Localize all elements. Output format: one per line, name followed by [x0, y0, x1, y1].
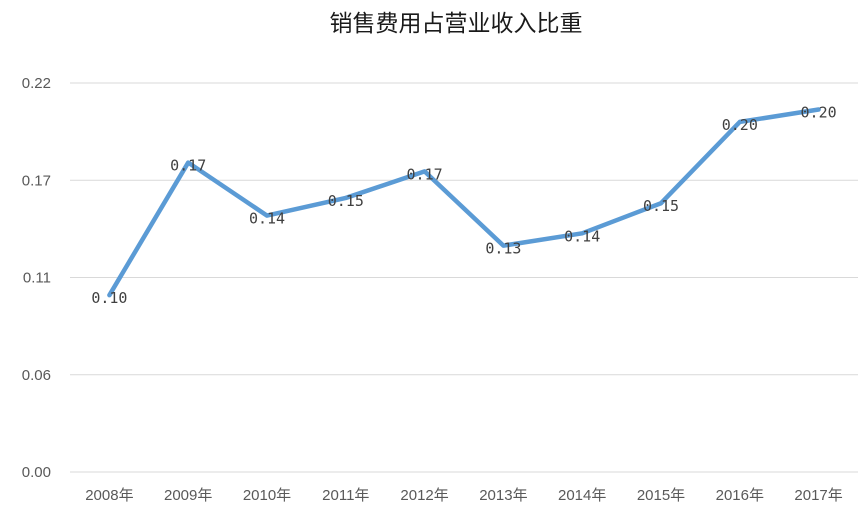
data-label: 0.17 — [407, 165, 443, 183]
series-lines — [107, 107, 821, 298]
x-tick-label: 2013年 — [479, 487, 527, 504]
x-tick-label: 2011年 — [322, 487, 369, 504]
x-tick-label: 2014年 — [558, 487, 606, 504]
data-label: 0.15 — [328, 192, 364, 210]
x-tick-label: 2009年 — [164, 487, 212, 504]
data-label: 0.14 — [249, 210, 285, 228]
x-tick-label: 2010年 — [243, 487, 291, 504]
x-tick-label: 2008年 — [85, 487, 133, 504]
x-tick-label: 2015年 — [637, 487, 685, 504]
data-label: 0.17 — [170, 157, 206, 175]
y-tick-label: 0.22 — [22, 75, 51, 92]
y-tick-label: 0.00 — [22, 464, 51, 481]
data-label: 0.20 — [722, 116, 758, 134]
x-tick-label: 2012年 — [400, 487, 448, 504]
x-axis-ticks: 2008年 2009年 2010年 2011年 2012年 2013年 2014年 2015年… — [85, 487, 843, 504]
data-label: 0.20 — [801, 104, 837, 122]
y-tick-label: 0.11 — [23, 270, 51, 287]
data-label: 0.15 — [643, 197, 679, 215]
data-labels: 0.10 0.17 0.14 0.15 0.17 0.13 0.14 0.15 0.20 0.20 — [91, 104, 836, 308]
data-label: 0.13 — [485, 240, 521, 258]
data-label: 0.14 — [564, 227, 600, 245]
chart-title: 销售费用占营业收入比重 — [330, 11, 583, 37]
data-label: 0.10 — [91, 289, 127, 307]
gridlines — [70, 82, 858, 473]
y-axis-ticks: 0.00 0.06 0.11 0.17 0.22 — [22, 75, 51, 481]
x-tick-label: 2017年 — [794, 487, 842, 504]
y-tick-label: 0.06 — [22, 367, 51, 384]
x-tick-label: 2016年 — [716, 487, 764, 504]
series-line — [107, 107, 821, 298]
y-tick-label: 0.17 — [22, 172, 51, 189]
